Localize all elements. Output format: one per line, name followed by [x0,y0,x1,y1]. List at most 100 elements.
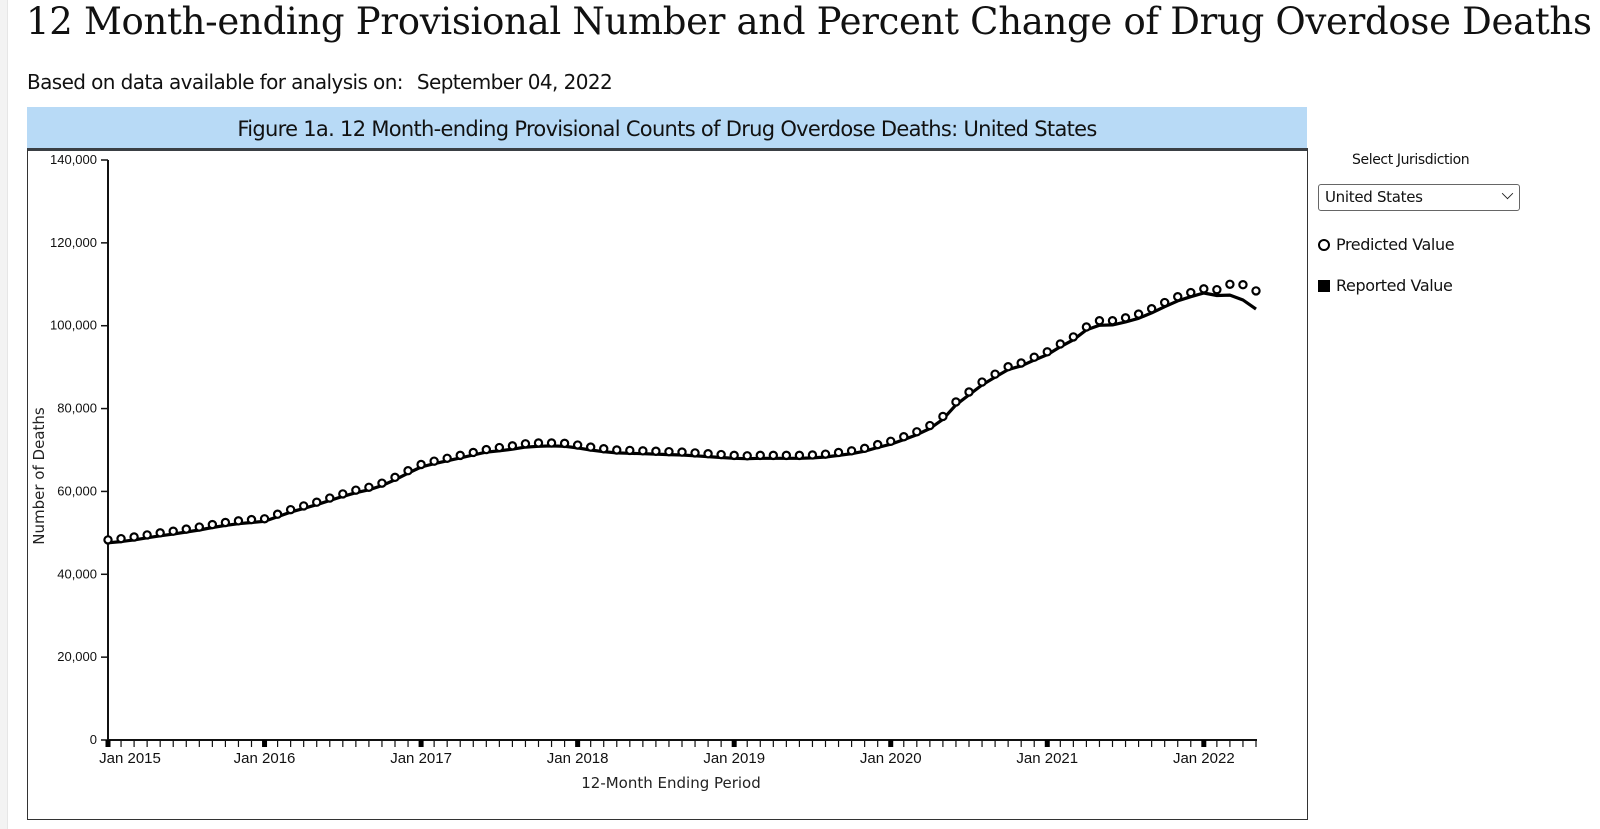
chevron-down-icon [1501,187,1514,200]
predicted-point [325,493,335,503]
predicted-point [1016,358,1026,368]
predicted-point [638,446,648,456]
predicted-point [116,533,126,544]
predicted-point [990,369,1000,379]
predicted-point [1107,316,1118,326]
page-left-edge [0,0,8,829]
x-major-tick [888,740,894,747]
y-tick-label: 60,000 [57,483,97,498]
predicted-point [272,509,283,519]
predicted-point [716,449,726,460]
x-major-tick [418,740,424,747]
predicted-point [742,451,752,461]
legend-reported-label: Reported Value [1336,276,1453,295]
x-tick-label: Jan 2021 [1016,750,1078,767]
predicted-point [181,524,191,534]
predicted-point [1159,297,1170,308]
predicted-point [781,450,792,461]
predicted-point [977,377,987,387]
x-tick-label: Jan 2022 [1173,750,1235,767]
predicted-point [142,530,152,540]
x-major-tick [575,740,581,747]
predicted-point [664,446,674,457]
predicted-point [651,446,661,456]
predicted-point [155,528,165,538]
predicted-point [1029,352,1039,362]
predicted-point [599,444,609,454]
predicted-point [768,450,779,461]
y-axis: 0 20,000 40,000 60,000 80,000 100,000 120,000 1… [50,152,109,747]
x-tick-label: Jan 2016 [234,750,296,767]
predicted-point [1133,309,1144,319]
predicted-point [1068,332,1079,342]
predicted-point [220,517,231,528]
jurisdiction-select-value: United States [1325,188,1423,206]
x-axis: Jan 2015 Jan 2016 Jan 2017 Jan 2018 Jan 2019… [99,739,1257,767]
predicted-point [872,439,883,450]
predicted-point [912,427,922,437]
predicted-point [951,397,961,407]
jurisdiction-select[interactable]: United States [1318,184,1520,211]
predicted-point [559,438,570,449]
predicted-point [1186,287,1196,298]
y-tick-label: 100,000 [50,318,97,333]
data-availability-label: Based on data available for analysis on: [27,70,404,94]
predicted-point [1251,286,1261,296]
open-circle-icon [1318,239,1330,251]
x-tick-label: Jan 2017 [390,750,452,767]
predicted-point [338,489,348,499]
x-tick-label: Jan 2019 [703,750,765,767]
predicted-point [807,450,818,460]
predicted-point [1042,347,1052,357]
x-major-tick [105,740,111,747]
chart-frame [27,148,1308,820]
x-tick-label: Jan 2020 [860,750,922,767]
predicted-point [625,445,635,456]
predicted-point [312,497,322,507]
predicted-point [103,535,113,545]
filled-square-icon [1318,280,1330,292]
data-availability-date: September 04, 2022 [416,70,613,94]
predicted-point [677,447,687,457]
y-tick-label: 40,000 [57,566,97,581]
predicted-point [298,501,309,511]
predicted-point [729,450,739,461]
predicted-point [899,432,909,442]
predicted-point [390,472,400,483]
data-availability-line: Based on data available for analysis on:… [27,68,613,96]
predicted-point [794,450,805,461]
predicted-point [1212,284,1222,295]
predicted-point [259,514,270,524]
predicted-point [1238,280,1248,290]
x-major-tick [1201,740,1207,747]
y-tick-label: 20,000 [57,649,97,664]
predicted-point [377,478,387,488]
predicted-point [1055,339,1066,349]
legend-item-predicted[interactable]: Predicted Value [1318,234,1455,256]
predicted-point [859,443,870,454]
predicted-point [1081,322,1092,332]
predicted-point [1094,316,1105,326]
x-major-tick [1044,740,1050,747]
predicted-point [690,448,700,458]
predicted-series [103,279,1261,545]
predicted-point [246,514,257,525]
predicted-point [585,442,596,452]
predicted-point [351,485,361,495]
predicted-point [168,526,178,536]
predicted-point [846,446,857,456]
predicted-point [533,438,544,448]
predicted-point [442,453,452,463]
predicted-point [755,450,765,461]
predicted-point [1146,304,1157,314]
predicted-point [455,450,465,461]
jurisdiction-select-label: Select Jurisdiction [1352,152,1470,168]
predicted-point [429,456,439,466]
predicted-point [833,447,844,458]
predicted-point [207,519,218,530]
predicted-point [129,532,139,542]
legend-item-reported[interactable]: Reported Value [1318,275,1453,297]
x-major-tick [731,740,737,747]
predicted-point [285,504,296,515]
